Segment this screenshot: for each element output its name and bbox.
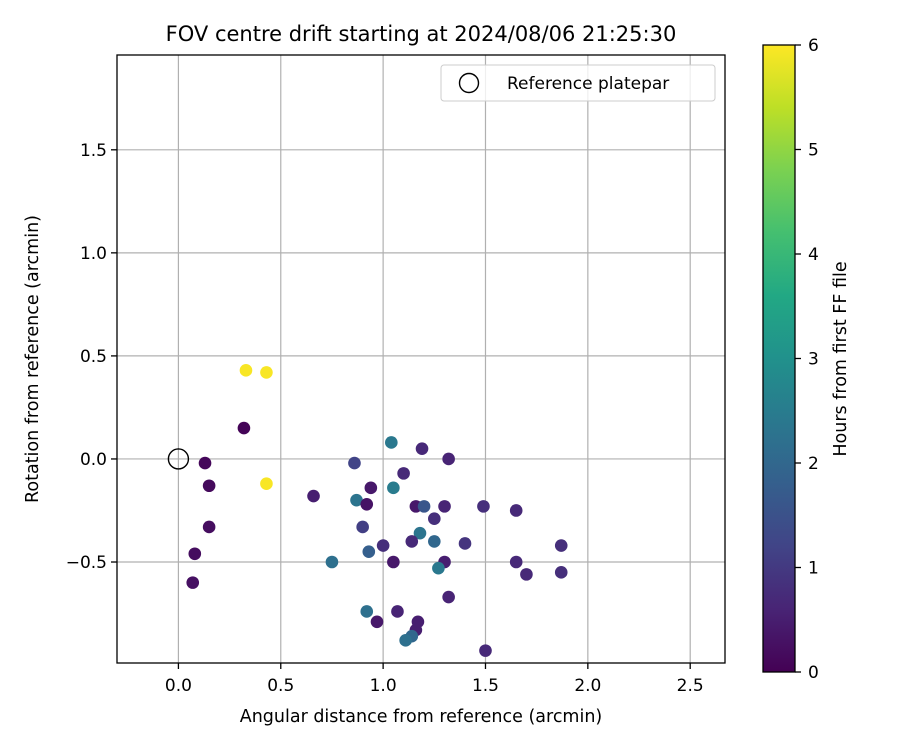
scatter-point [509,555,523,569]
colorbar-tick-label: 0 [808,663,819,683]
y-tick-label: 0.0 [80,450,107,470]
y-tick-label: 1.5 [80,141,107,161]
scatter-point [458,537,472,550]
scatter-point [370,615,384,629]
scatter-point [364,481,378,495]
legend-marker-icon [458,72,480,94]
scatter-point [260,477,273,490]
colorbar: 0 1 2 3 4 5 6 Hours from first FF file [762,36,851,683]
legend-entry-reference: Reference platepar [507,74,669,94]
plot-frame [116,54,726,664]
colorbar-tick-label: 6 [808,36,819,56]
scatter-point [202,479,216,493]
scatter-point [239,364,253,377]
scatter-point [387,555,400,569]
scatter-point [417,500,431,513]
reference-marker [167,448,190,470]
scatter-point [405,535,419,548]
scatter-point [198,456,212,470]
scatter-point [350,493,363,507]
scatter-point [360,498,374,511]
x-axis-label: Angular distance from reference (arcmin) [240,707,603,727]
legend: Reference platepar [440,64,716,102]
colorbar-tick-label: 1 [808,559,819,579]
scatter-point [479,644,492,657]
scatter-point [428,535,441,548]
scatter-point [520,568,533,581]
y-axis-label: Rotation from reference (arcmin) [23,215,43,503]
scatter-point [442,590,455,604]
y-tick-label: −0.5 [66,553,107,573]
scatter-point [237,421,251,435]
colorbar-tick-label: 3 [808,350,819,370]
scatter-point [362,545,376,559]
colorbar-label: Hours from first FF file [831,261,851,456]
x-tick-label: 0.0 [165,676,192,696]
scatter-point [348,456,361,470]
scatter-point [432,561,445,575]
scatter-point [260,366,273,379]
colorbar-tick-label: 2 [808,454,819,474]
reference-point-marker [167,448,190,470]
scatter-point [376,539,390,552]
scatter-point [509,504,523,517]
data-points [186,364,568,657]
scatter-point [399,634,412,647]
scatter-point [397,467,410,480]
scatter-point [325,555,339,569]
scatter-point [477,500,490,513]
y-tick-label: 0.5 [80,347,107,367]
x-tick-label: 2.5 [677,676,704,696]
scatter-point [438,500,451,513]
scatter-point [385,436,398,449]
scatter-point [413,526,427,540]
scatter-point [391,605,404,618]
colorbar-tick-label: 4 [808,245,819,265]
legend-box [440,64,716,102]
x-tick-label: 0.5 [267,676,294,696]
scatter-point [186,576,200,589]
x-tick-label: 1.5 [472,676,499,696]
x-tick-label: 1.0 [370,676,397,696]
scatter-point [387,481,400,495]
x-axis-ticks: 0.0 0.5 1.0 1.5 2.0 2.5 [165,663,704,696]
scatter-point [428,512,441,526]
colorbar-tick-label: 5 [808,141,819,161]
chart-title: FOV centre drift starting at 2024/08/06 … [166,22,677,46]
scatter-point [188,547,202,561]
colorbar-gradient [763,45,795,672]
scatter-point [360,605,374,618]
colorbar-ticks: 0 1 2 3 4 5 6 [795,36,819,683]
scatter-point [442,452,455,466]
grid-lines [117,55,725,663]
scatter-point [415,442,429,455]
scatter-point [307,489,320,503]
x-tick-label: 2.0 [574,676,601,696]
scatter-point [202,520,216,534]
scatter-point [356,520,369,534]
y-tick-label: 1.0 [80,244,107,264]
scatter-point [554,566,568,579]
scatter-point [554,539,568,552]
y-axis-ticks: −0.5 0.0 0.5 1.0 1.5 [66,141,117,573]
